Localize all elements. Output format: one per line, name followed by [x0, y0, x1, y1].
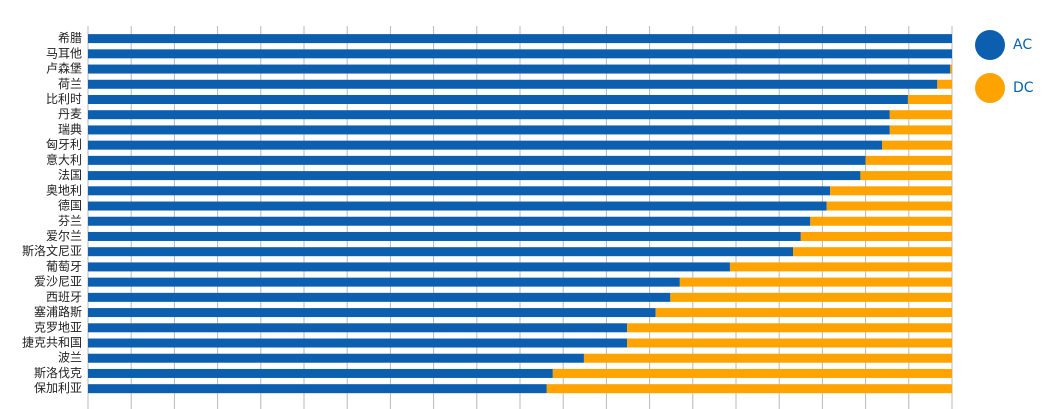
bar-segment [655, 308, 952, 318]
y-tick-label: 希腊 [58, 30, 82, 45]
bar-segment [583, 353, 952, 363]
y-tick-label: 斯洛文尼亚 [22, 243, 82, 258]
bar-segment [88, 247, 794, 257]
legend-marker [975, 30, 1005, 60]
bar-segment [88, 292, 671, 302]
bar-segment [907, 94, 952, 104]
bar-segment [793, 247, 952, 257]
y-tick-label: 爱沙尼亚 [34, 275, 82, 289]
bar-segment [546, 384, 952, 394]
y-tick-label: 奥地利 [46, 183, 82, 197]
bar-segment [88, 64, 951, 74]
y-tick-label: 马耳他 [46, 46, 82, 60]
bar-segment [88, 338, 628, 348]
y-tick-label: 比利时 [46, 92, 82, 106]
y-tick-label: 匈牙利 [46, 138, 82, 152]
legend-label: AC [1013, 37, 1032, 53]
bar-segment [800, 231, 952, 241]
y-tick-label: 意大利 [46, 152, 82, 167]
bar-segment [679, 277, 952, 287]
bar-segment [882, 140, 952, 150]
y-tick-label: 卢森堡 [46, 61, 82, 76]
bar-segment [88, 171, 861, 181]
bar-segment [889, 110, 952, 120]
bar-segment [860, 171, 952, 181]
bar-segment [88, 368, 553, 378]
bar-segment [552, 368, 952, 378]
y-tick-label: 德国 [58, 198, 82, 213]
bar-segment [88, 110, 890, 120]
y-tick-label: 葡萄牙 [46, 259, 82, 273]
bar-segment [826, 201, 952, 211]
bar-segment [830, 186, 952, 196]
y-tick-label: 斯洛伐克 [34, 365, 82, 380]
bar-segment [810, 216, 952, 226]
bar-segment [88, 186, 831, 196]
legend-label: DC [1013, 80, 1034, 96]
bar-segment [88, 140, 883, 150]
y-tick-label: 塞浦路斯 [34, 304, 82, 319]
bar-segment [627, 338, 952, 348]
bar-segment [88, 262, 730, 272]
y-tick-label: 波兰 [58, 351, 82, 365]
bar-segment [865, 155, 952, 165]
bar-segment [88, 79, 938, 89]
y-tick-label: 法国 [58, 168, 82, 182]
y-tick-label: 瑞典 [58, 122, 82, 136]
bar-segment [670, 292, 952, 302]
bar-segment [88, 34, 952, 44]
bar-segment [937, 79, 952, 89]
bar-segment [950, 64, 952, 74]
y-tick-label: 荷兰 [58, 77, 82, 91]
bar-segment [88, 94, 908, 104]
bar-segment [88, 353, 584, 363]
legend-marker [975, 73, 1005, 103]
bar-segment [627, 323, 952, 333]
bar-segment [889, 125, 952, 135]
bar-segment [88, 125, 890, 135]
bar-segment [729, 262, 952, 272]
bar-segment [88, 323, 628, 333]
y-tick-label: 爱尔兰 [46, 228, 82, 243]
y-tick-label: 捷克共和国 [22, 336, 82, 350]
bar-segment [88, 277, 680, 287]
bar-segment [88, 201, 827, 211]
y-tick-label: 芬兰 [58, 214, 82, 228]
y-tick-label: 丹麦 [58, 107, 82, 121]
y-tick-label: 西班牙 [46, 290, 82, 304]
bar-segment [88, 231, 801, 241]
bar-segment [88, 308, 656, 318]
bar-segment [88, 216, 811, 226]
bar-segment [88, 49, 952, 59]
y-tick-label: 克罗地亚 [34, 320, 82, 334]
bar-segment [88, 155, 866, 165]
bar-segment [88, 384, 547, 394]
y-tick-label: 保加利亚 [34, 381, 82, 395]
